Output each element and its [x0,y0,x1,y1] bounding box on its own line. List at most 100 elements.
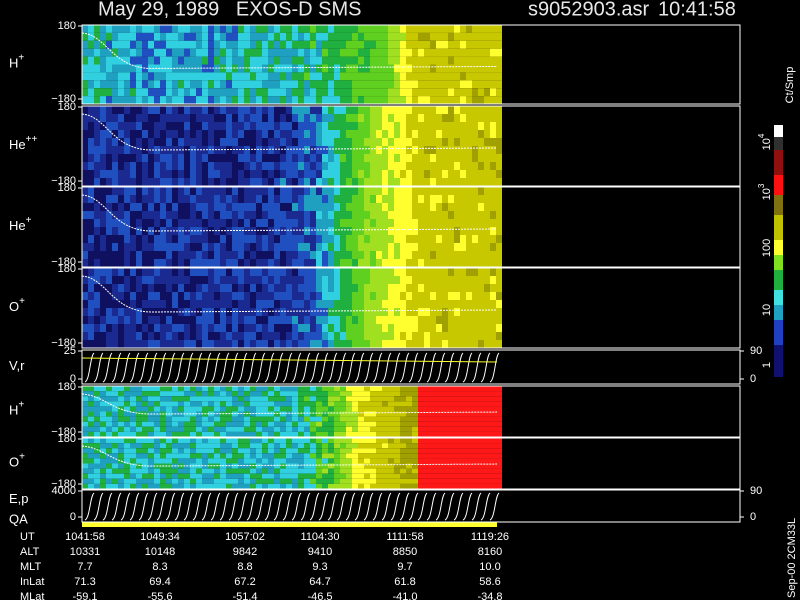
spectrogram-cell [130,259,136,267]
spectrogram-cell [232,391,238,397]
spectrogram-cell [442,88,448,97]
spectrogram-cell [382,162,388,170]
spectrogram-cell [376,32,382,41]
spectrogram-cell [214,80,220,89]
spectrogram-cell [286,406,292,412]
spectrogram-cell [406,211,412,219]
spectrogram-cell [238,243,244,251]
spectrogram-cell [208,154,214,162]
spectrogram-cell [352,458,358,464]
spectrogram-cell [100,219,106,227]
spectrogram-cell [196,203,202,211]
spectrogram-cell [148,178,154,186]
spectrogram-cell [436,235,442,243]
spectrogram-cell [448,411,454,417]
spectrogram-cell [304,106,310,114]
spectrogram-cell [322,40,328,49]
spectrogram-cell [94,284,100,292]
spectrogram-cell [430,72,436,81]
spectrogram-cell [166,251,172,259]
spectrogram-cell [118,48,124,57]
spectrogram-cell [286,227,292,235]
spectrogram-cell [208,56,214,65]
spectrogram-cell [160,421,166,427]
spectrogram-cell [112,406,118,412]
spectrogram-cell [292,154,298,162]
spectrogram-cell [82,406,88,412]
spectrogram-cell [268,431,274,437]
spectrogram-cell [106,227,112,235]
spectrogram-cell [268,438,274,444]
spectrogram-cell [406,308,412,316]
spectrogram-cell [496,235,502,243]
spectrogram-cell [100,292,106,300]
spectrogram-cell [310,170,316,178]
spectrogram-cell [454,276,460,284]
spectrogram-cell [256,292,262,300]
spectrogram-cell [106,88,112,97]
spectrogram-cell [412,453,418,459]
spectrogram-cell [214,170,220,178]
spectrogram-cell [418,411,424,417]
spectrogram-cell [496,276,502,284]
spectrogram-cell [466,251,472,259]
spectrogram-cell [364,40,370,49]
spectrogram-cell [154,324,160,332]
spectrogram-cell [412,438,418,444]
spectrogram-cell [382,259,388,267]
spectrogram-cell [358,401,364,407]
spectrogram-cell [226,468,232,474]
spectrogram-cell [466,243,472,251]
spectrogram-cell [394,219,400,227]
spectrogram-cell [328,56,334,65]
spectrogram-cell [106,431,112,437]
spectrogram-cell [400,80,406,89]
spectrogram-cell [238,48,244,57]
spectrogram-cell [244,324,250,332]
spectrogram-cell [304,453,310,459]
spectrogram-cell [94,453,100,459]
spectrogram-cell [256,473,262,479]
spectrogram-cell [130,406,136,412]
spectrogram-cell [262,56,268,65]
spectrogram-cell [490,416,496,422]
spectrogram-cell [388,458,394,464]
spectrogram-cell [88,162,94,170]
spectrogram-cell [310,468,316,474]
spectrogram-cell [418,268,424,276]
spectrogram-cell [442,300,448,308]
spectrogram-cell [340,219,346,227]
y-tick-label: 0 [70,373,76,385]
spectrogram-cell [436,178,442,186]
spectrogram-cell [316,391,322,397]
spectrogram-cell [196,251,202,259]
spectrogram-cell [292,96,298,104]
spectrogram-cell [466,411,472,417]
spectrogram-cell [148,40,154,49]
spectrogram-cell [436,122,442,130]
spectrogram-cell [244,130,250,138]
spectrogram-cell [184,162,190,170]
spectrogram-cell [400,391,406,397]
spectrogram-cell [448,162,454,170]
spectrogram-cell [496,203,502,211]
spectrogram-cell [496,114,502,122]
spectrogram-cell [400,146,406,154]
spectrogram-cell [244,340,250,348]
spectrogram-cell [166,154,172,162]
spectrogram-cell [334,443,340,449]
spectrogram-cell [466,386,472,392]
spectrogram-cell [346,284,352,292]
spectrogram-cell [376,332,382,340]
spectrogram-cell [478,40,484,49]
spectrogram-cell [340,443,346,449]
spectrogram-cell [442,483,448,489]
spectrogram-cell [82,308,88,316]
spectrogram-cell [490,473,496,479]
spectrogram-cell [466,138,472,146]
spectrogram-cell [196,401,202,407]
spectrogram-cell [280,187,286,195]
spectrogram-cell [304,122,310,130]
spectrogram-cell [280,146,286,154]
spectrogram-cell [310,426,316,432]
